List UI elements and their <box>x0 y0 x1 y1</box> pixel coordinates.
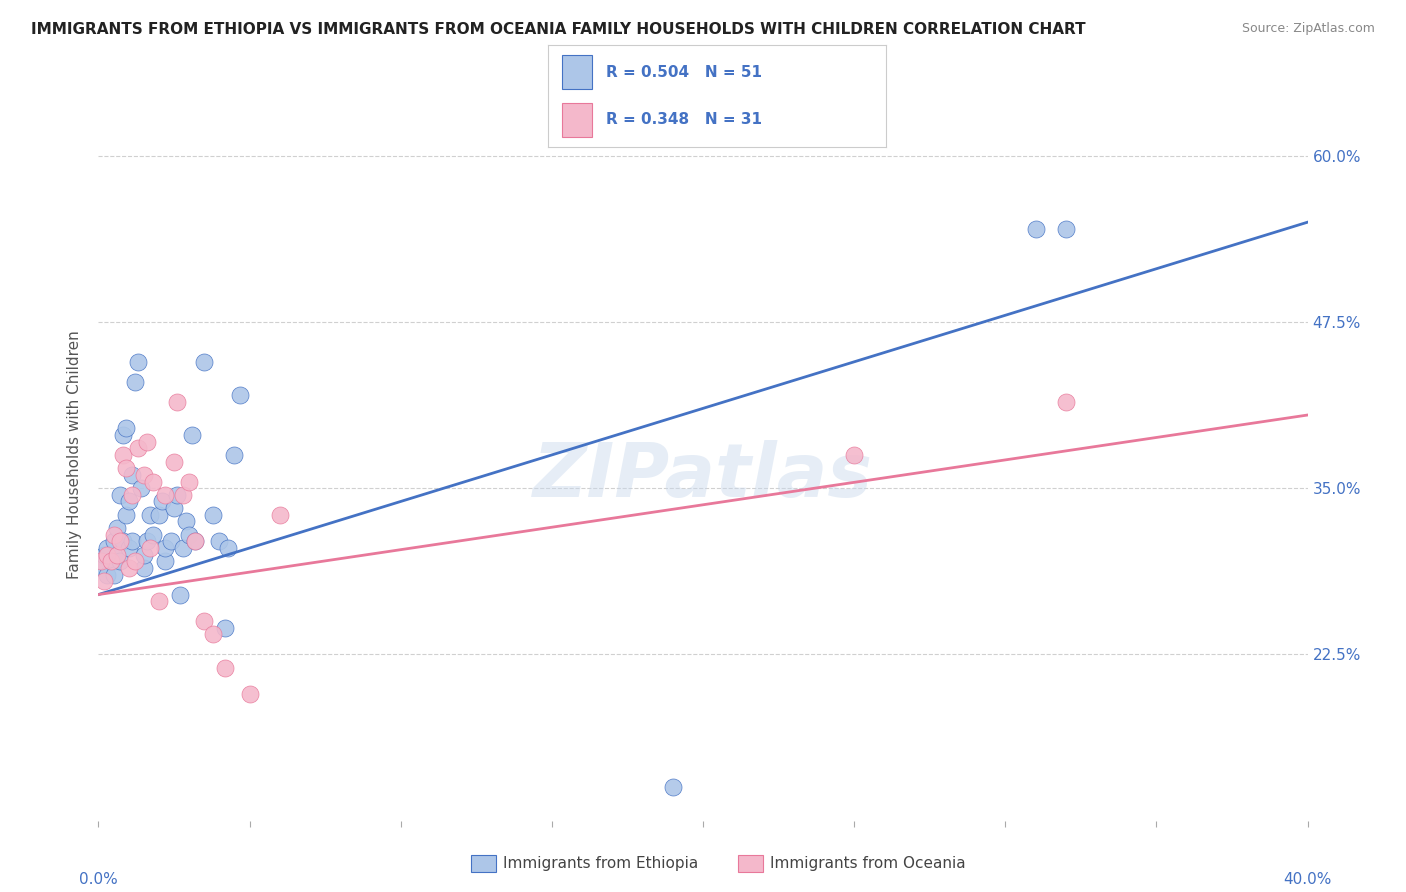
Point <box>100 554 122 568</box>
Point <box>103 534 125 549</box>
Point <box>124 375 146 389</box>
Point <box>139 541 162 555</box>
Point <box>208 534 231 549</box>
Point <box>114 461 136 475</box>
Point <box>132 467 155 482</box>
Point <box>163 454 186 468</box>
Point <box>108 554 131 568</box>
Point <box>124 554 146 568</box>
Point <box>90 554 112 568</box>
Point <box>90 561 112 575</box>
Point <box>139 508 162 522</box>
Point <box>184 534 207 549</box>
Point <box>153 488 176 502</box>
Point <box>214 661 236 675</box>
Point <box>93 574 115 589</box>
Point <box>121 488 143 502</box>
Point <box>129 481 152 495</box>
Point <box>121 467 143 482</box>
Point <box>114 421 136 435</box>
Point <box>148 594 170 608</box>
Point <box>127 442 149 456</box>
FancyBboxPatch shape <box>562 103 592 137</box>
Text: Immigrants from Ethiopia: Immigrants from Ethiopia <box>503 856 699 871</box>
Point <box>103 567 125 582</box>
Point <box>269 508 291 522</box>
Point <box>172 541 194 555</box>
Point <box>96 567 118 582</box>
Point <box>142 527 165 541</box>
Point <box>172 488 194 502</box>
Point <box>100 554 122 568</box>
Point <box>127 355 149 369</box>
Text: 0.0%: 0.0% <box>79 871 118 887</box>
Point <box>1054 222 1077 236</box>
Point <box>148 508 170 522</box>
Point <box>166 488 188 502</box>
Point <box>661 780 683 795</box>
Point <box>239 687 262 701</box>
Point <box>96 541 118 555</box>
Point <box>114 508 136 522</box>
Point <box>111 428 134 442</box>
Point <box>108 534 131 549</box>
Point <box>121 534 143 549</box>
Point <box>163 501 186 516</box>
Point <box>111 448 134 462</box>
Point <box>166 394 188 409</box>
Point <box>153 554 176 568</box>
Point <box>93 548 115 562</box>
Point <box>174 515 197 529</box>
Point <box>135 434 157 449</box>
Point <box>1024 222 1046 236</box>
Text: ZIPatlas: ZIPatlas <box>533 441 873 514</box>
Point <box>105 548 128 562</box>
Point <box>153 541 176 555</box>
Point <box>193 355 215 369</box>
Point <box>179 475 201 489</box>
Point <box>1054 394 1077 409</box>
Y-axis label: Family Households with Children: Family Households with Children <box>67 331 83 579</box>
Text: Source: ZipAtlas.com: Source: ZipAtlas.com <box>1241 22 1375 36</box>
Point <box>214 621 236 635</box>
Point <box>135 534 157 549</box>
Point <box>193 614 215 628</box>
Point <box>103 554 125 568</box>
Point <box>96 548 118 562</box>
Point <box>132 548 155 562</box>
Point <box>150 494 173 508</box>
Point <box>108 488 131 502</box>
Point <box>111 534 134 549</box>
Point <box>179 527 201 541</box>
Point <box>118 561 141 575</box>
Point <box>118 541 141 555</box>
Point <box>229 388 252 402</box>
Point <box>105 521 128 535</box>
Text: Immigrants from Oceania: Immigrants from Oceania <box>770 856 966 871</box>
Point <box>184 534 207 549</box>
Point <box>105 548 128 562</box>
Text: IMMIGRANTS FROM ETHIOPIA VS IMMIGRANTS FROM OCEANIA FAMILY HOUSEHOLDS WITH CHILD: IMMIGRANTS FROM ETHIOPIA VS IMMIGRANTS F… <box>31 22 1085 37</box>
Point <box>103 527 125 541</box>
Point <box>202 627 225 641</box>
Point <box>224 448 246 462</box>
Point <box>142 475 165 489</box>
Point <box>202 508 225 522</box>
Point <box>160 534 183 549</box>
Text: R = 0.348   N = 31: R = 0.348 N = 31 <box>606 112 762 127</box>
FancyBboxPatch shape <box>562 55 592 88</box>
Point <box>169 588 191 602</box>
Point <box>181 428 204 442</box>
Point <box>118 494 141 508</box>
Text: 40.0%: 40.0% <box>1284 871 1331 887</box>
Point <box>132 561 155 575</box>
Point <box>217 541 239 555</box>
Text: R = 0.504   N = 51: R = 0.504 N = 51 <box>606 65 762 79</box>
Point <box>844 448 866 462</box>
